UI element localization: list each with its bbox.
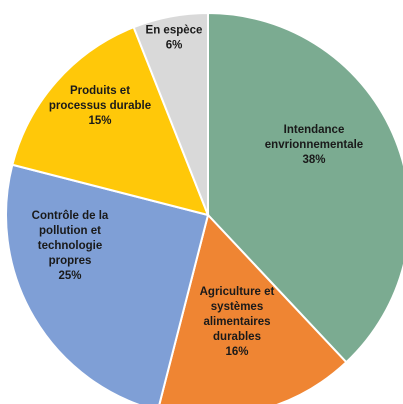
pie-slice: [11, 25, 210, 217]
slice-label-line: technologie: [38, 240, 103, 252]
slice-label-line: 16%: [225, 346, 248, 358]
slice-label: En espèce 6%: [146, 25, 203, 52]
slice-label-line: pollution et: [39, 225, 101, 237]
pie-slice: [207, 11, 403, 364]
slice-label-line: 6%: [166, 40, 183, 52]
slice-label-line: En espèce: [146, 25, 203, 37]
slice-label-line: alimentaires: [203, 316, 270, 328]
slice-label: Contrôle de la pollution et technologie pro…: [32, 210, 109, 282]
slice-label-line: Produits et: [70, 85, 130, 97]
slice-label: Agriculture et systèmes alimentaires durabl…: [200, 286, 275, 358]
slice-label-line: systèmes: [211, 301, 263, 313]
slice-label-line: 38%: [302, 154, 325, 166]
slice-label-line: processus durable: [49, 100, 151, 112]
slice-label-line: 25%: [58, 270, 81, 282]
slice-label: Intendance envrionnementale 38%: [265, 124, 363, 166]
pie-slices: [5, 11, 403, 404]
pie-slice: [132, 11, 209, 216]
slice-labels: Intendance envrionnementale 38% Agriculture…: [32, 25, 364, 359]
pie-slice: [158, 212, 348, 404]
slice-label-line: envrionnementale: [265, 139, 363, 151]
slice-label: Produits et processus durable 15%: [49, 85, 151, 127]
slice-label-line: Intendance: [284, 124, 345, 136]
slice-label-line: Contrôle de la: [32, 210, 109, 222]
pie-slice: [5, 163, 210, 404]
slice-label-line: 15%: [88, 115, 111, 127]
slice-label-line: Agriculture et: [200, 286, 275, 298]
slice-label-line: durables: [213, 331, 261, 343]
slice-label-line: propres: [49, 255, 92, 267]
